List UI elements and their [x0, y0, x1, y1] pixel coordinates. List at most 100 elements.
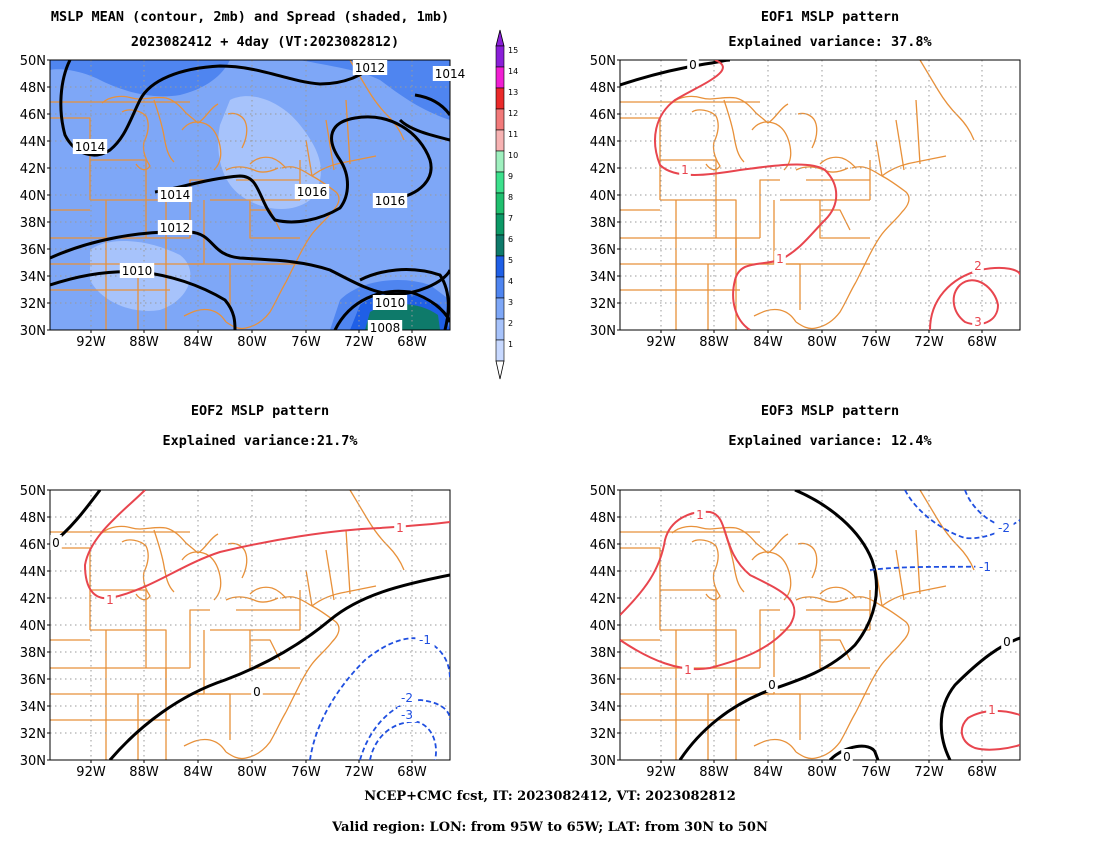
lon-tick-label: 84W [753, 335, 783, 350]
mean-contour-label-9-bg [372, 193, 408, 208]
mean-contour-label-8-bg [72, 139, 108, 154]
mean-isobar-7-path [398, 118, 450, 142]
mean-isobar-8-path [414, 93, 450, 116]
lon-tick-label: 68W [397, 765, 427, 780]
mean-contour-label-1: 1016 [297, 185, 328, 199]
lat-tick-label: 32N [20, 297, 46, 312]
mean-contour-label-5-bg [367, 320, 403, 335]
mean-isobar-3 [50, 230, 450, 296]
lon-tick-label: 72W [344, 765, 374, 780]
lat-tick-label: 50N [590, 484, 616, 499]
mean-contour-label-6: 1010 [375, 296, 406, 310]
mean-contour-label-7: 1012 [355, 61, 386, 75]
eof3-zero-contour-1 [678, 490, 879, 760]
eof3-contour-label-1: 1 [696, 508, 704, 522]
lat-tick-label: 34N [20, 270, 46, 285]
mean-contour-label-4-bg [119, 263, 155, 278]
eof2-contour-label-3: 1 [106, 593, 114, 607]
footer-forecast-info: NCEP+CMC fcst, IT: 2023082412, VT: 20230… [364, 789, 736, 804]
eof3-contour-label-7-bg [994, 520, 1014, 535]
eof3-panel-subtitle: Explained variance: 12.4% [728, 433, 932, 449]
lat-tick-label: 36N [20, 243, 46, 258]
lon-tick-label: 88W [129, 765, 159, 780]
lat-tick-label: 38N [590, 646, 616, 661]
colorbar-segment-9 [495, 171, 505, 194]
lon-tick-label: 80W [807, 335, 837, 350]
eof3-contour-label-8-bg [975, 559, 995, 574]
lat-tick-label: 44N [20, 135, 46, 150]
eof3-contour-label-6-bg [986, 702, 998, 717]
lat-tick-label: 34N [20, 700, 46, 715]
lat-tick-label: 46N [20, 108, 46, 123]
colorbar-label: 5 [508, 256, 513, 265]
mean-gridlines [50, 60, 450, 330]
eof1-contour-label-4-bg [972, 258, 984, 273]
colorbar-segment-13 [495, 87, 505, 110]
colorbar-label: 8 [508, 193, 513, 202]
colorbar-label: 12 [508, 109, 518, 118]
lat-tick-label: 46N [20, 538, 46, 553]
eof2-contour-label-1-bg [50, 535, 62, 550]
lat-tick-label: 42N [590, 162, 616, 177]
eof2-contour-label-6: -2 [401, 691, 413, 705]
colorbar-label: 3 [508, 298, 513, 307]
lat-tick-label: 30N [590, 324, 616, 339]
lat-tick-label: 34N [590, 270, 616, 285]
lon-tick-label: 80W [807, 765, 837, 780]
eof1-contour-label-2-bg [679, 162, 691, 177]
lon-tick-label: 76W [861, 765, 891, 780]
mean-isobar-4 [50, 270, 237, 330]
mean-isobar-2-path [154, 115, 433, 224]
eof1-contour-label-3-bg [774, 251, 786, 266]
eof3-contour-label-5-bg [1001, 634, 1013, 649]
mean-isobar-8 [414, 93, 450, 116]
lon-tick-label: 76W [861, 335, 891, 350]
colorbar-segment-2 [495, 318, 505, 341]
lon-tick-label: 92W [646, 335, 676, 350]
eof1-contour-label-5-bg [972, 314, 984, 329]
lat-tick-label: 46N [590, 108, 616, 123]
eof2-positive-contour-path [83, 490, 450, 600]
colorbar-segment-8 [495, 192, 505, 215]
eof2-panel-title: EOF2 MSLP pattern [190, 403, 330, 419]
eof1-contour-label-1: 0 [689, 58, 697, 72]
colorbar-segment-3 [495, 297, 505, 320]
lat-tick-label: 32N [590, 297, 616, 312]
spread-patch-3 [218, 96, 321, 210]
eof3-contour-label-4: 0 [843, 750, 851, 764]
lat-tick-label: 44N [590, 565, 616, 580]
lon-tick-label: 92W [76, 335, 106, 350]
eof2-contour-label-4-bg [251, 684, 263, 699]
eof3-negative-contour-2-path [964, 490, 1001, 526]
eof3-contour-label-3: 0 [768, 678, 776, 692]
colorbar-label: 4 [508, 277, 513, 286]
mean-contour-label-5: 1008 [370, 321, 401, 335]
lat-tick-label: 46N [590, 538, 616, 553]
eof1-contour-label-5: 3 [974, 315, 982, 329]
lon-tick-label: 88W [699, 765, 729, 780]
lat-tick-label: 38N [20, 646, 46, 661]
eof3-negative-contour-1 [904, 490, 1020, 540]
eof1-contour-label-2: 1 [681, 163, 689, 177]
eof1-contour-label-3: 1 [776, 252, 784, 266]
mean-isobar-4-path [50, 270, 237, 330]
eof2-negative-contour-3 [369, 721, 437, 760]
mean-contour-label-6-bg [372, 295, 408, 310]
eof2-panel-subtitle: Explained variance:21.7% [162, 433, 358, 449]
eof2-negative-contour-1 [309, 637, 450, 760]
lat-tick-label: 30N [20, 754, 46, 769]
eof1-positive-contour-3-path [952, 279, 1000, 326]
eof2-contour-label-4: 0 [253, 685, 261, 699]
mean-contour-label-3-bg [157, 220, 193, 235]
eof3-zero-contour-1-path [678, 490, 879, 760]
colorbar-label: 6 [508, 235, 513, 244]
eof3-contour-label-1-bg [694, 507, 706, 522]
colorbar-label: 9 [508, 172, 513, 181]
colorbar-label: 2 [508, 319, 513, 328]
lon-tick-label: 76W [291, 335, 321, 350]
eof3-contour-label-7: -2 [998, 521, 1010, 535]
eof3-gridlines [620, 490, 1020, 760]
eof2-contour-label-6-bg [397, 690, 417, 705]
eof1-positive-contour-3 [952, 279, 1000, 326]
